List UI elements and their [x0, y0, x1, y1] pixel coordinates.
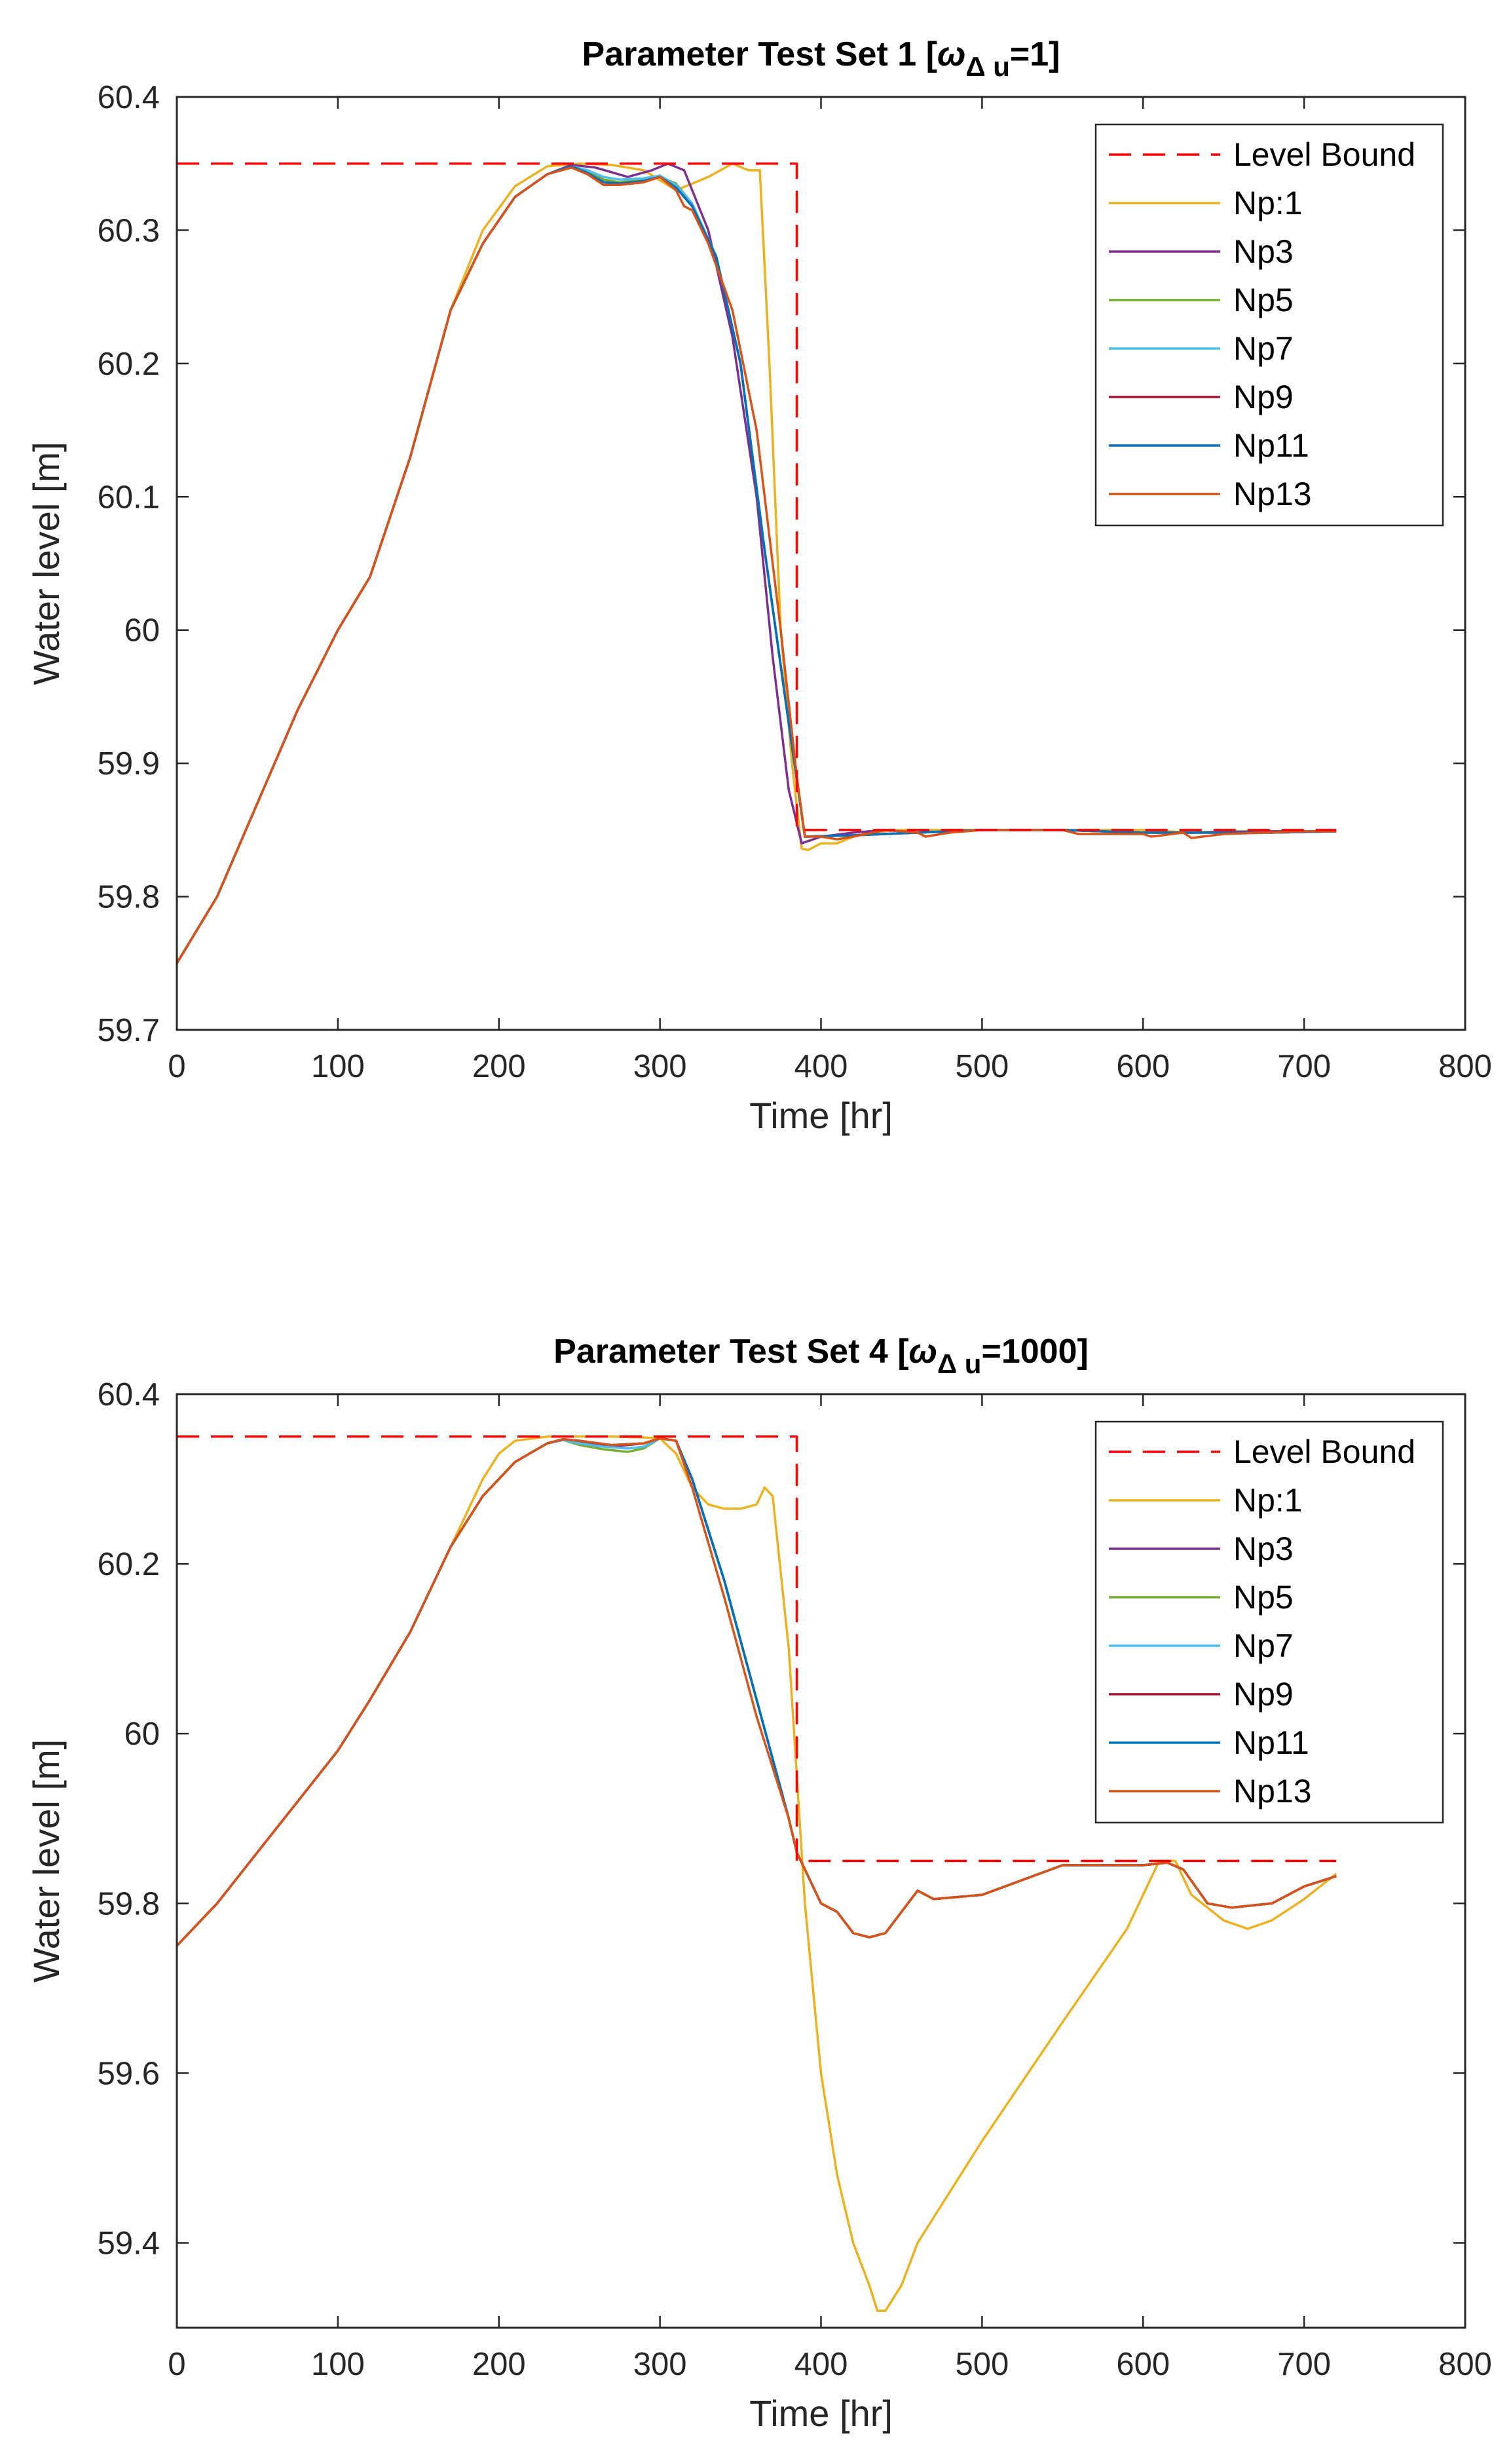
x-tick-label: 100	[311, 1049, 365, 1084]
x-tick-label: 300	[633, 1049, 687, 1084]
y-tick-label: 60.4	[98, 1377, 160, 1412]
y-tick-label: 60.3	[98, 213, 160, 248]
series-line-np-1	[177, 1435, 1337, 2312]
y-axis-label: Water level [m]	[26, 1739, 67, 1982]
legend-label: Np9	[1233, 1676, 1294, 1713]
legend-label: Np5	[1233, 1579, 1294, 1616]
series-line-level-bound	[177, 1435, 1337, 1863]
y-tick-label: 60.1	[98, 480, 160, 515]
y-tick-label: 59.6	[98, 2056, 160, 2091]
legend-label: Np:1	[1233, 185, 1303, 221]
plot-area-frame	[176, 96, 1466, 1031]
x-tick-label: 500	[955, 1049, 1009, 1084]
y-tick-label: 59.9	[98, 746, 160, 782]
y-tick-label: 59.7	[98, 1013, 160, 1048]
y-tick-label: 60	[124, 613, 160, 649]
legend-label: Np13	[1233, 476, 1312, 512]
y-tick-label: 59.8	[98, 1886, 160, 1922]
y-axis-label: Water level [m]	[26, 442, 67, 685]
x-tick-label: 700	[1277, 2347, 1331, 2382]
chart-2: Parameter Test Set 4 [ωΔ u=1000] 0 100 200 3…	[26, 1333, 1492, 2434]
legend-label: Level Bound	[1233, 1433, 1415, 1470]
series-line-np13	[177, 166, 1337, 964]
x-tick-label: 300	[633, 2347, 687, 2382]
x-tick-label: 400	[794, 2347, 848, 2382]
x-tick-label: 200	[472, 2347, 526, 2382]
x-tick-label: 400	[794, 1049, 848, 1084]
legend-label: Np:1	[1233, 1482, 1303, 1519]
y-tick-label: 60.2	[98, 347, 160, 382]
x-axis-label: Time [hr]	[749, 2393, 893, 2434]
y-tick-label: 60.2	[98, 1547, 160, 1582]
legend-label: Np9	[1233, 379, 1294, 415]
legend-label: Np11	[1233, 427, 1309, 464]
x-tick-label: 800	[1438, 1049, 1492, 1084]
legend-box	[1094, 123, 1444, 527]
x-tick-label: 100	[311, 2347, 365, 2382]
y-tick-label: 60	[124, 1716, 160, 1752]
x-tick-label: 600	[1116, 1049, 1170, 1084]
plot-area-frame	[176, 1393, 1466, 2329]
x-tick-label: 600	[1116, 2347, 1170, 2382]
legend-label: Np7	[1233, 330, 1294, 367]
y-tick-label: 59.4	[98, 2226, 160, 2261]
legend: Level Bound Np:1 Np3 Np5 Np7 Np9 Np11 Np13	[1094, 1420, 1444, 1824]
x-tick-label: 0	[168, 2347, 185, 2382]
legend: Level Bound Np:1 Np3 Np5 Np7 Np9 Np11 Np13	[1094, 123, 1444, 527]
chart-title: Parameter Test Set 4 [ωΔ u=1000]	[553, 1333, 1089, 1379]
legend-label: Np13	[1233, 1773, 1312, 1810]
series-line-np13	[177, 1437, 1337, 1947]
legend-box	[1094, 1420, 1444, 1824]
legend-label: Np7	[1233, 1627, 1294, 1664]
x-tick-label: 500	[955, 2347, 1009, 2382]
y-tick-label: 60.4	[98, 80, 160, 115]
legend-label: Np5	[1233, 282, 1294, 318]
y-tick-label: 59.8	[98, 880, 160, 915]
x-tick-label: 700	[1277, 1049, 1331, 1084]
x-tick-label: 0	[168, 1049, 185, 1084]
legend-label: Np3	[1233, 1530, 1294, 1567]
chart-title: Parameter Test Set 1 [ωΔ u=1]	[582, 35, 1060, 82]
x-axis-label: Time [hr]	[749, 1095, 893, 1136]
x-tick-label: 800	[1438, 2347, 1492, 2382]
legend-label: Np3	[1233, 233, 1294, 270]
legend-label: Level Bound	[1233, 136, 1415, 173]
x-tick-label: 200	[472, 1049, 526, 1084]
series-line-level-bound	[177, 162, 1337, 831]
legend-label: Np11	[1233, 1724, 1309, 1761]
chart-1: Parameter Test Set 1 [ωΔ u=1] 0 100 200 300 4…	[26, 35, 1492, 1136]
